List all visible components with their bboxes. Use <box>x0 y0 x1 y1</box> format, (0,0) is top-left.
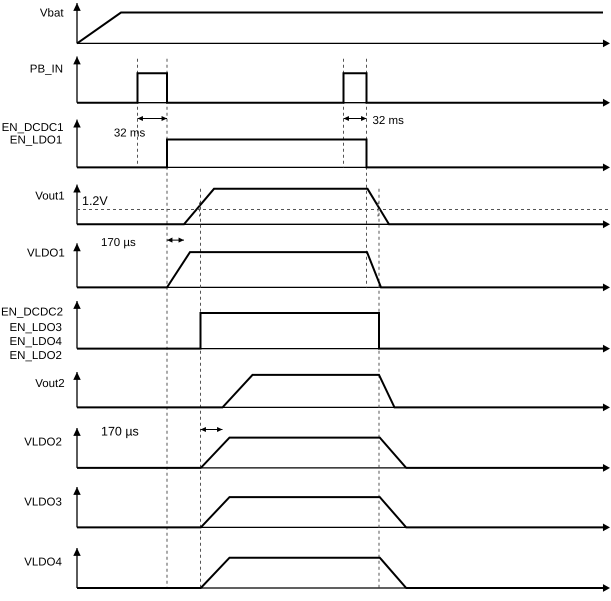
svg-text:EN_LDO1: EN_LDO1 <box>10 135 62 147</box>
svg-text:EN_LDO2: EN_LDO2 <box>10 350 62 362</box>
svg-text:EN_DCDC2: EN_DCDC2 <box>1 307 63 319</box>
svg-text:VLDO3: VLDO3 <box>24 497 62 509</box>
svg-text:EN_DCDC1: EN_DCDC1 <box>2 122 64 134</box>
svg-text:170 µs: 170 µs <box>101 425 139 439</box>
svg-text:1.2V: 1.2V <box>82 194 108 208</box>
svg-text:32 ms: 32 ms <box>114 127 146 139</box>
svg-text:VLDO1: VLDO1 <box>27 247 65 259</box>
svg-text:VLDO4: VLDO4 <box>24 557 62 569</box>
svg-text:Vout2: Vout2 <box>35 378 64 390</box>
svg-text:Vbat: Vbat <box>40 7 64 19</box>
svg-text:VLDO2: VLDO2 <box>24 437 62 449</box>
svg-text:EN_LDO4: EN_LDO4 <box>10 336 63 348</box>
svg-text:32 ms: 32 ms <box>373 115 405 127</box>
svg-text:PB_IN: PB_IN <box>30 64 63 76</box>
svg-text:170 µs: 170 µs <box>101 237 136 249</box>
svg-text:EN_LDO3: EN_LDO3 <box>10 322 62 334</box>
svg-text:Vout1: Vout1 <box>35 191 64 203</box>
